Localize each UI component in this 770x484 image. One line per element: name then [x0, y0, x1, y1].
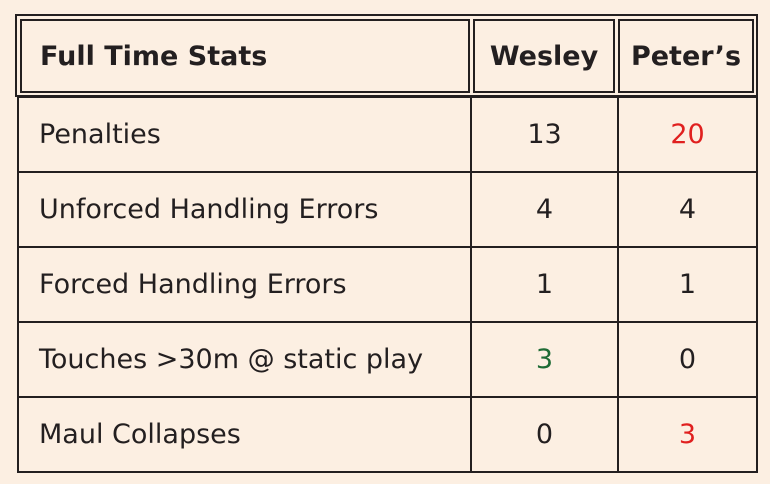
table-row: Unforced Handling Errors 4 4 — [17, 173, 758, 248]
header-team-a: Wesley — [473, 19, 615, 93]
team-b-value: 3 — [678, 419, 697, 450]
stats-table: Penalties 13 20 Unforced Handling Errors… — [17, 96, 758, 473]
team-a-value: 0 — [472, 398, 619, 471]
table-row: Penalties 13 20 — [17, 96, 758, 173]
header-title: Full Time Stats — [20, 19, 470, 93]
stat-label: Forced Handling Errors — [19, 248, 472, 321]
team-a-value: 13 — [472, 98, 619, 171]
team-b-value: 0 — [678, 344, 697, 375]
stat-label: Touches >30m @ static play — [19, 323, 472, 396]
table-row: Maul Collapses 0 3 — [17, 398, 758, 473]
stat-label: Penalties — [19, 98, 472, 171]
team-b-value: 20 — [670, 119, 705, 150]
team-b-value: 4 — [678, 194, 697, 225]
team-a-value: 3 — [472, 323, 619, 396]
team-b-value: 1 — [678, 269, 697, 300]
table-row: Forced Handling Errors 1 1 — [17, 248, 758, 323]
team-a-value: 4 — [472, 173, 619, 246]
table-row: Touches >30m @ static play 3 0 — [17, 323, 758, 398]
header-team-b: Peter’s — [618, 19, 754, 93]
stat-label: Maul Collapses — [19, 398, 472, 471]
team-a-value: 1 — [472, 248, 619, 321]
stat-label: Unforced Handling Errors — [19, 173, 472, 246]
